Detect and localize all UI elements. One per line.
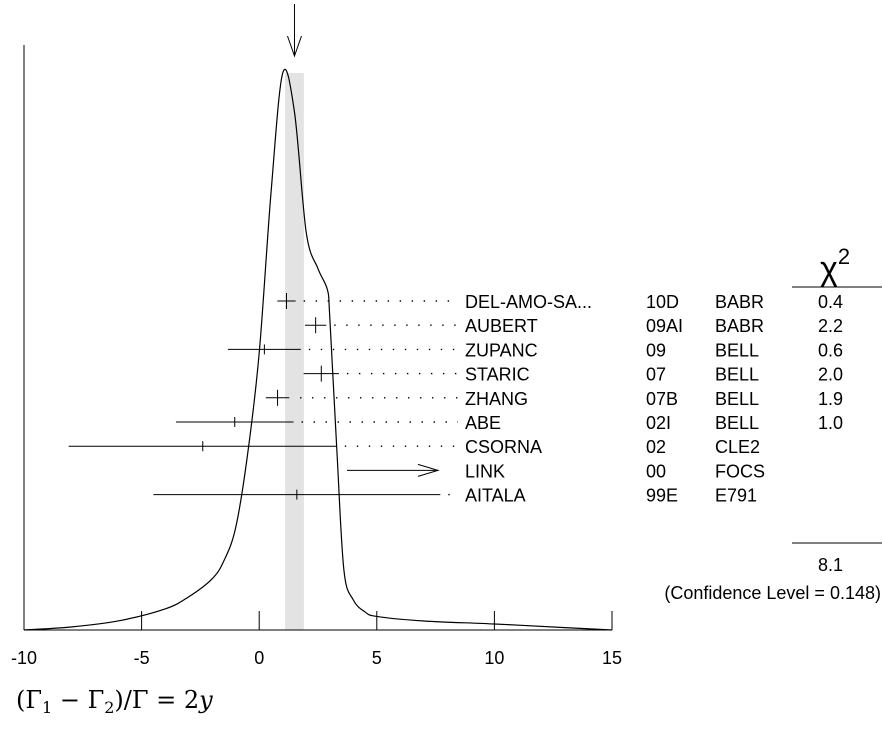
confidence-level: (Confidence Level = 0.148) — [664, 583, 881, 603]
measurement-year: 09AI — [646, 316, 683, 336]
x-tick-label: -5 — [134, 648, 150, 668]
measurement-name: ABE — [465, 413, 501, 433]
chi2-header: χ2 — [820, 244, 850, 288]
measurement-name: CSORNA — [465, 437, 542, 457]
measurement-chi2: 1.0 — [818, 413, 843, 433]
measurement-year: 09 — [646, 340, 666, 360]
measurement-name: LINK — [465, 461, 505, 481]
measurement-year: 02I — [646, 413, 671, 433]
measurement-chi2: 1.9 — [818, 389, 843, 409]
measurement-chi2: 2.0 — [818, 365, 843, 385]
measurement-year: 07B — [646, 389, 678, 409]
x-tick-label: 5 — [372, 648, 382, 668]
measurement-experiment: BABR — [715, 292, 764, 312]
measurement-experiment: E791 — [715, 486, 757, 506]
measurement-chi2: 0.4 — [818, 292, 843, 312]
measurement-experiment: BELL — [715, 413, 759, 433]
measurement-name: ZHANG — [465, 389, 528, 409]
x-tick-label: 15 — [602, 648, 622, 668]
chi2-total: 8.1 — [818, 555, 843, 575]
measurement-chi2: 0.6 — [818, 340, 843, 360]
measurement-experiment: CLE2 — [715, 437, 760, 457]
measurement-name: AUBERT — [465, 316, 538, 336]
x-axis-label: (Γ1 − Γ2)/Γ = 2y — [16, 686, 213, 717]
measurement-experiment: FOCS — [715, 461, 765, 481]
measurement-experiment: BELL — [715, 389, 759, 409]
x-tick-label: 0 — [254, 648, 264, 668]
average-error-band — [285, 73, 304, 630]
measurement-chi2: 2.2 — [818, 316, 843, 336]
measurement-name: ZUPANC — [465, 340, 538, 360]
measurement-year: 10D — [646, 292, 679, 312]
measurement-year: 00 — [646, 461, 666, 481]
measurement-name: STARIC — [465, 365, 530, 385]
measurement-experiment: BELL — [715, 340, 759, 360]
measurement-year: 07 — [646, 365, 666, 385]
x-tick-label: 10 — [484, 648, 504, 668]
measurement-name: DEL-AMO-SA... — [465, 292, 592, 312]
measurement-name: AITALA — [465, 486, 526, 506]
measurement-experiment: BELL — [715, 365, 759, 385]
link-limit-arrow-head — [417, 463, 440, 477]
measurement-year: 02 — [646, 437, 666, 457]
x-tick-label: -10 — [11, 648, 37, 668]
ideogram-curve — [23, 68, 613, 631]
measurement-experiment: BABR — [715, 316, 764, 336]
measurement-year: 99E — [646, 486, 678, 506]
average-arrow-head — [287, 35, 302, 58]
